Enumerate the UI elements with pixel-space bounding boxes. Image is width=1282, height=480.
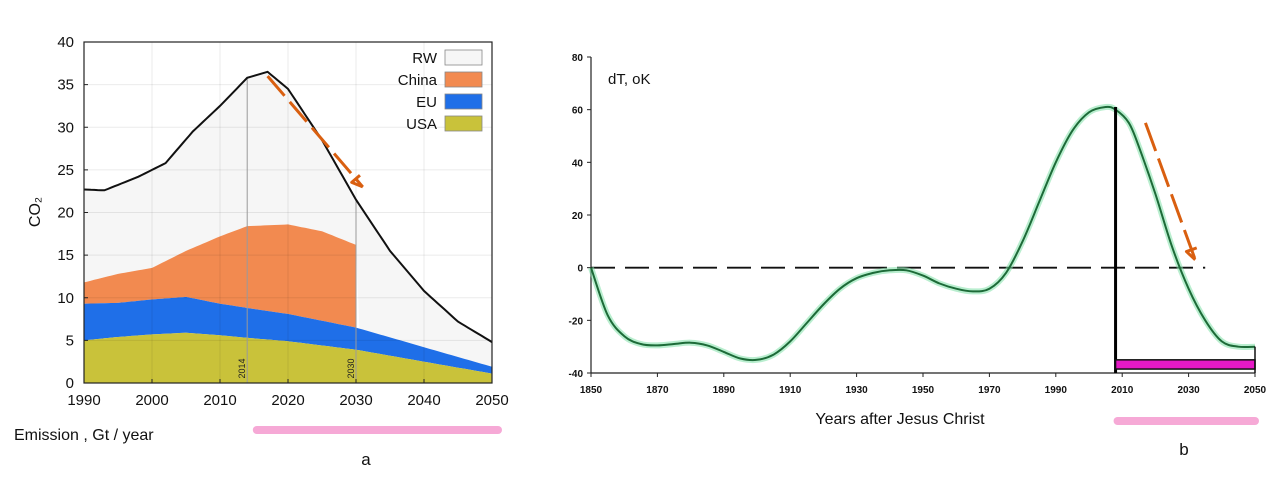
panel-b-temperature-chart: -40 -20 0 20 40 60 80 1850 1870 1890 1910 1930 1950 1…	[569, 53, 1267, 425]
x-tick-label-2030: 2030	[1177, 385, 1200, 396]
legend-swatch-usa	[444, 115, 483, 132]
legend-label-china: China	[398, 72, 438, 89]
area-china	[84, 224, 356, 328]
x-tick-label-1990: 1990	[67, 392, 100, 409]
x-tick-label-1890: 1890	[713, 385, 736, 396]
x-tick-label-1870: 1870	[646, 385, 669, 396]
legend: RW China EU USA	[398, 49, 483, 133]
legend-swatch-eu	[444, 93, 483, 110]
y-tick-label-40: 40	[572, 158, 584, 169]
vertical-marker-label-2014: 2014	[237, 358, 247, 378]
legend-label-rw: RW	[412, 50, 438, 67]
forecast-bar	[1114, 359, 1256, 370]
trend-arrow	[1144, 122, 1197, 261]
series-line-glow	[588, 103, 1256, 364]
y-tick-label-0: 0	[577, 264, 583, 275]
area-rw	[84, 71, 492, 367]
y-tick-label-15: 15	[57, 247, 74, 264]
y-tick-label-5: 5	[66, 332, 74, 349]
panel-a-label: a	[361, 450, 371, 469]
x-tick-label-2020: 2020	[271, 392, 304, 409]
legend-swatch-china	[444, 71, 483, 88]
series-line-dt	[590, 105, 1256, 362]
y-tick-label--40: -40	[569, 369, 584, 380]
panel-b-xlabel: Years after Jesus Christ	[815, 411, 985, 428]
x-tick-label-1990: 1990	[1045, 385, 1068, 396]
y-tick-label-25: 25	[57, 162, 74, 179]
y-tick-label-60: 60	[572, 106, 584, 117]
series-line-rw	[83, 70, 493, 343]
legend-label-eu: EU	[416, 94, 437, 111]
x-tick-label-2000: 2000	[135, 392, 168, 409]
x-tick-label-1910: 1910	[779, 385, 802, 396]
y-tick-label-20: 20	[57, 205, 74, 222]
x-tick-label-1950: 1950	[912, 385, 935, 396]
trend-arrow	[266, 75, 364, 188]
panel-b-ylabel: dT, oK	[608, 71, 651, 88]
trend-arrow-head	[350, 174, 364, 189]
x-tick-label-2010: 2010	[203, 392, 236, 409]
legend-label-usa: USA	[406, 116, 437, 133]
x-tick-label-2040: 2040	[407, 392, 440, 409]
y-tick-label--20: -20	[569, 316, 584, 327]
y-tick-label-40: 40	[57, 34, 74, 51]
x-tick-label-1850: 1850	[580, 385, 603, 396]
y-tick-label-10: 10	[57, 290, 74, 307]
x-tick-label-2050: 2050	[475, 392, 508, 409]
x-tick-label-2010: 2010	[1111, 385, 1134, 396]
x-tick-label-2030: 2030	[339, 392, 372, 409]
area-eu	[84, 296, 492, 374]
panel-a-caption: Emission , Gt / year	[14, 427, 154, 444]
panel-b-label: b	[1179, 440, 1188, 459]
y-tick-label-30: 30	[57, 119, 74, 136]
panel-a-ylabel: CO₂	[27, 197, 44, 227]
y-tick-label-35: 35	[57, 77, 74, 94]
area-usa	[84, 332, 492, 383]
y-tick-label-80: 80	[572, 53, 584, 64]
y-tick-label-0: 0	[66, 375, 74, 392]
y-tick-label-20: 20	[572, 211, 584, 222]
x-tick-label-1970: 1970	[978, 385, 1001, 396]
trend-arrow-head	[1184, 246, 1198, 261]
vertical-marker-label-2030: 2030	[346, 358, 356, 378]
x-tick-label-1930: 1930	[845, 385, 868, 396]
legend-swatch-rw	[444, 49, 483, 66]
x-tick-label-2050: 2050	[1244, 385, 1267, 396]
